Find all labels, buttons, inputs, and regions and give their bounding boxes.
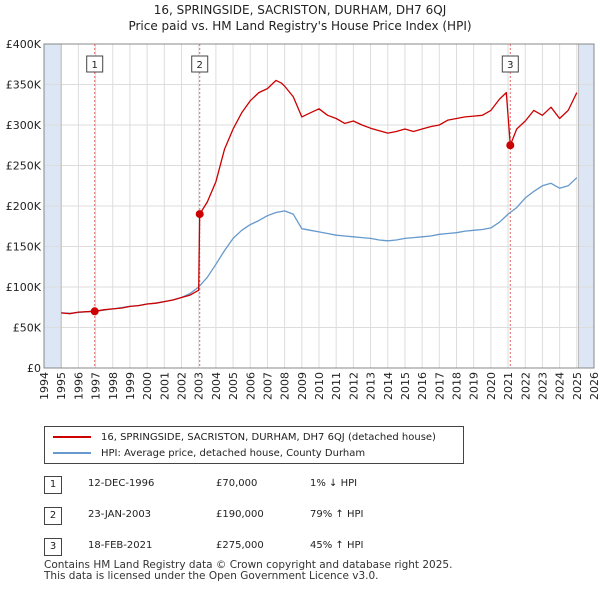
- x-tick-label: 2002: [176, 372, 189, 400]
- x-tick-label: 2026: [588, 372, 600, 400]
- legend-label-hpi: HPI: Average price, detached house, Coun…: [101, 447, 366, 459]
- transaction-label-box: [501, 55, 519, 73]
- y-tick-label: £150K: [6, 241, 42, 254]
- x-tick-label: 2014: [382, 372, 395, 400]
- price-chart: £0 £50K £100K £150K £200K £250K £300K £350K £400…: [6, 38, 600, 400]
- y-tick-label: £100K: [6, 281, 42, 294]
- transaction-label: 3: [507, 60, 513, 71]
- y-tick-label: £400K: [6, 38, 42, 51]
- sale-number: 3: [44, 538, 62, 556]
- x-tick-label: 2016: [416, 372, 429, 400]
- x-tick-label: 2023: [536, 372, 549, 400]
- legend-line-property-icon: [53, 436, 91, 438]
- x-tick-label: 2008: [279, 372, 292, 400]
- sale-hpi: 1% ↓ HPI: [310, 478, 358, 489]
- x-tick-label: 1995: [55, 372, 68, 400]
- x-tick-label: 2015: [399, 372, 412, 400]
- x-tick-label: 1999: [124, 372, 137, 400]
- sale-price: £190,000: [216, 509, 264, 520]
- sale-row: 3 18-FEB-2021 £275,000 45% ↑ HPI: [44, 538, 444, 556]
- x-tick-label: 2013: [365, 372, 378, 400]
- sale-price: £275,000: [216, 540, 264, 551]
- x-tick-label: 2003: [193, 372, 206, 400]
- y-tick-label: £50K: [13, 322, 42, 335]
- footer-copyright: Contains HM Land Registry data © Crown c…: [44, 559, 453, 571]
- sale-hpi: 45% ↑ HPI: [310, 540, 364, 551]
- transaction-point: [506, 141, 515, 150]
- y-tick-label: £250K: [6, 160, 42, 173]
- sale-date: 23-JAN-2003: [88, 509, 152, 520]
- x-tick-label: 2004: [210, 372, 223, 400]
- x-tick-label: 2021: [502, 372, 515, 400]
- x-tick-label: 2018: [451, 372, 464, 400]
- legend: 16, SPRINGSIDE, SACRISTON, DURHAM, DH7 6…: [44, 426, 464, 464]
- sale-number: 1: [44, 476, 62, 494]
- legend-item-hpi: HPI: Average price, detached house, Coun…: [53, 445, 365, 461]
- x-tick-label: 1994: [38, 372, 51, 400]
- sale-hpi: 79% ↑ HPI: [310, 509, 364, 520]
- x-tick-label: 1997: [90, 372, 103, 400]
- x-tick-label: 1996: [72, 372, 85, 400]
- chart-subtitle: Price paid vs. HM Land Registry's House …: [128, 19, 472, 33]
- transaction-point: [195, 210, 204, 219]
- footer-licence: This data is licensed under the Open Gov…: [44, 570, 379, 582]
- sale-row: 2 23-JAN-2003 £190,000 79% ↑ HPI: [44, 507, 444, 525]
- sale-date: 12-DEC-1996: [88, 478, 155, 489]
- x-tick-label: 2011: [330, 372, 343, 400]
- y-tick-label: £350K: [6, 79, 42, 92]
- transaction-label: 2: [197, 60, 203, 71]
- property-price-line: [61, 79, 578, 315]
- sale-date: 18-FEB-2021: [88, 540, 153, 551]
- transaction-label: 1: [92, 60, 98, 71]
- x-tick-label: 1998: [107, 372, 120, 400]
- x-tick-label: 2024: [554, 372, 567, 400]
- x-tick-label: 2010: [313, 372, 326, 400]
- x-tick-label: 2006: [244, 372, 257, 400]
- x-tick-label: 2025: [571, 372, 584, 400]
- transaction-label-box: [191, 55, 209, 73]
- chart-title: 16, SPRINGSIDE, SACRISTON, DURHAM, DH7 6…: [153, 3, 447, 17]
- sale-row: 1 12-DEC-1996 £70,000 1% ↓ HPI: [44, 476, 444, 494]
- x-tick-label: 2001: [158, 372, 171, 400]
- y-tick-label: £300K: [6, 119, 42, 132]
- x-tick-label: 2009: [296, 372, 309, 400]
- x-tick-label: 2000: [141, 372, 154, 400]
- y-tick-label: £200K: [6, 200, 42, 213]
- sale-number: 2: [44, 507, 62, 525]
- legend-item-property: 16, SPRINGSIDE, SACRISTON, DURHAM, DH7 6…: [53, 429, 436, 445]
- x-tick-label: 2017: [433, 372, 446, 400]
- footer: Contains HM Land Registry data © Crown c…: [44, 560, 452, 582]
- transaction-label-box: [86, 55, 104, 73]
- x-tick-label: 2012: [347, 372, 360, 400]
- legend-label-property: 16, SPRINGSIDE, SACRISTON, DURHAM, DH7 6…: [101, 431, 436, 443]
- y-tick-label: £0: [27, 362, 41, 375]
- sale-price: £70,000: [216, 478, 258, 489]
- plot-border: [43, 43, 595, 369]
- legend-line-hpi-icon: [53, 452, 91, 454]
- x-tick-label: 2019: [468, 372, 481, 400]
- x-tick-label: 2005: [227, 372, 240, 400]
- transaction-point: [90, 307, 99, 316]
- x-tick-label: 2007: [261, 372, 274, 400]
- x-tick-label: 2022: [519, 372, 532, 400]
- x-tick-label: 2020: [485, 372, 498, 400]
